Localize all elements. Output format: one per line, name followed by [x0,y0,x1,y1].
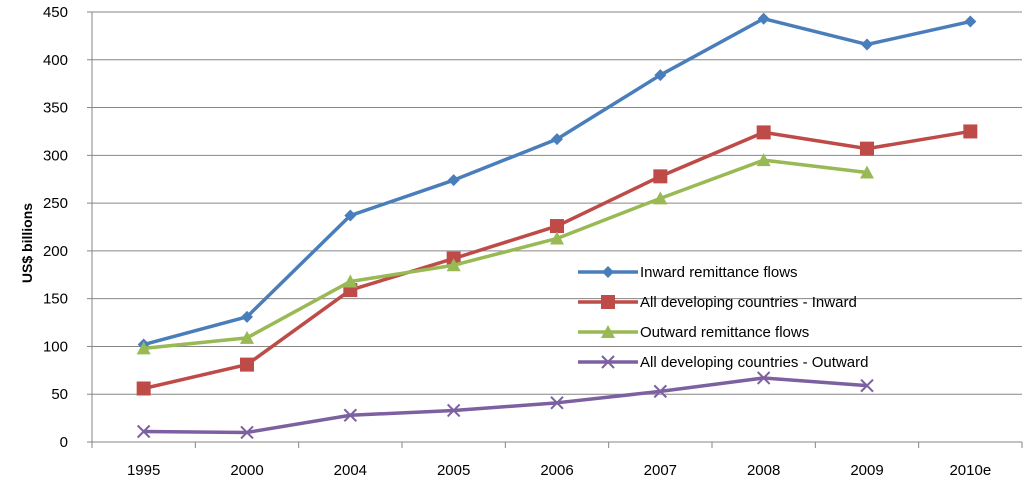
series-2 [136,153,874,355]
data-point-triangle [550,231,564,245]
data-point-x [756,371,771,385]
data-point-x [343,408,358,422]
data-point-square [653,169,668,184]
data-point-x-stroke [240,425,254,440]
data-point-x-stroke [550,396,564,410]
x-tick-label: 1995 [127,462,160,479]
data-point-diamond [551,133,563,146]
x-tick-label: 2009 [850,462,883,479]
x-tick-label: 2000 [230,462,263,479]
data-point-triangle [653,191,668,205]
data-point-x [653,384,668,399]
axes [91,12,1022,443]
data-point-diamond [964,15,977,28]
x-tick-label: 2010e [949,462,991,479]
y-tick-label: 450 [43,4,68,21]
y-tick-label: 100 [43,338,68,355]
data-point-x [860,378,874,393]
gridlines [92,11,1022,395]
data-point-triangle [136,341,151,355]
legend: Inward remittance flows All developing co… [578,264,868,371]
y-tick-label: 0 [60,434,68,451]
data-point-x [446,403,461,418]
series-line [143,158,868,351]
x-axis-ticks: 1995 2000 2004 2005 2006 2007 2008 2009 2010e [91,442,1023,479]
y-tick-label: 50 [51,386,68,403]
data-point-x [136,424,151,439]
data-point-x-stroke [756,371,771,385]
y-axis-ticks: 0 50 100 150 200 250 300 350 400 450 [43,4,92,451]
data-point-triangle [756,153,771,167]
x-tick-label: 2006 [540,462,573,479]
data-point-triangle [446,258,461,272]
series-3 [136,371,874,440]
data-point-x-stroke [860,378,874,393]
data-point-square [136,381,151,396]
legend-entry: All developing countries - Outward [578,354,868,371]
legend-label: Outward remittance flows [640,324,809,341]
data-point-triangle [343,274,358,288]
data-point-square [860,141,874,156]
y-tick-label: 350 [43,100,68,117]
x-tick-label: 2005 [437,462,470,479]
y-tick-label: 400 [43,52,68,69]
data-point-diamond [241,310,253,323]
data-point-x-stroke [601,355,615,369]
data-point-square [601,295,615,309]
data-point-square [550,219,564,234]
series-layer [136,12,978,440]
data-point-diamond [861,38,873,51]
x-tick-label: 2007 [644,462,677,479]
legend-label: All developing countries - Inward [640,294,857,311]
legend-label: All developing countries - Outward [640,354,868,371]
data-point-x-stroke [446,403,461,418]
data-point-diamond [757,12,770,25]
data-point-diamond [654,69,667,82]
data-point-diamond [447,174,460,187]
data-point-x [240,425,254,440]
legend-entry: Inward remittance flows [578,264,798,281]
y-tick-label: 150 [43,291,68,308]
x-tick-label: 2008 [747,462,780,479]
series-1 [136,124,978,396]
data-point-x [550,396,564,410]
data-point-triangle [601,325,615,338]
data-point-x [601,355,615,369]
y-tick-label: 250 [43,195,68,212]
data-point-x-stroke [653,384,668,399]
data-point-square [240,357,254,372]
data-point-x-stroke [136,424,151,439]
data-point-triangle [240,330,254,344]
data-point-triangle [860,165,874,179]
data-point-x-stroke [343,408,358,422]
series-line [143,376,868,435]
y-tick-label: 300 [43,147,68,164]
data-point-square [756,125,771,140]
y-tick-label: 200 [43,243,68,260]
legend-entry: Outward remittance flows [578,324,809,341]
legend-label: Inward remittance flows [640,264,798,281]
data-point-diamond [602,266,614,278]
y-axis-title: US$ billions [19,203,35,283]
data-point-diamond [344,209,357,222]
data-point-square [963,124,978,139]
legend-entry: All developing countries - Inward [578,294,857,311]
x-tick-label: 2004 [334,462,367,479]
